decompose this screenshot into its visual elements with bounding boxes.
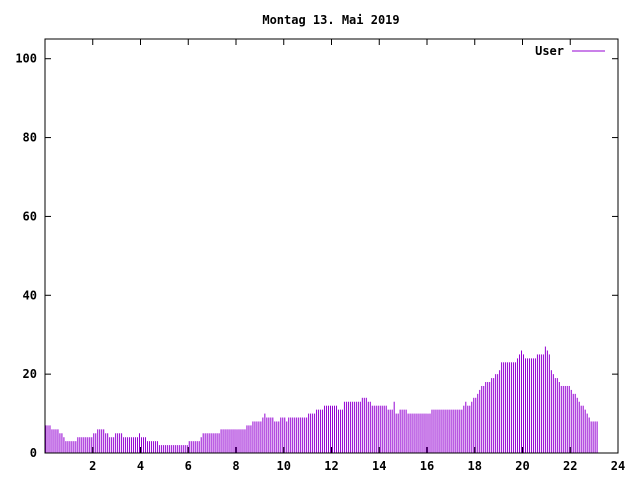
x-tick-label: 22 [563,459,577,473]
x-tick-label: 2 [89,459,96,473]
x-tick-label: 6 [185,459,192,473]
legend-label: User [535,44,564,58]
x-axis: 2 4 6 8 10 12 14 16 18 20 22 24 [89,39,625,473]
x-tick-label: 14 [372,459,386,473]
y-tick-label: 80 [23,131,37,145]
plot-frame [44,38,619,454]
x-tick-label: 20 [515,459,529,473]
y-tick-label: 0 [30,446,37,460]
x-tick-label: 8 [232,459,239,473]
x-tick-label: 24 [611,459,625,473]
x-tick-label: 16 [420,459,434,473]
y-tick-label: 60 [23,209,37,223]
y-axis: 0 20 40 60 80 100 [15,52,618,460]
x-tick-label: 4 [137,459,144,473]
x-tick-label: 18 [468,459,482,473]
y-tick-label: 40 [23,288,37,302]
y-tick-label: 20 [23,367,37,381]
x-tick-label: 10 [277,459,291,473]
x-tick-label: 12 [324,459,338,473]
legend: User [535,44,605,58]
y-tick-label: 100 [15,52,37,66]
bar-group [45,346,598,453]
chart-title: Montag 13. Mai 2019 [262,13,399,27]
